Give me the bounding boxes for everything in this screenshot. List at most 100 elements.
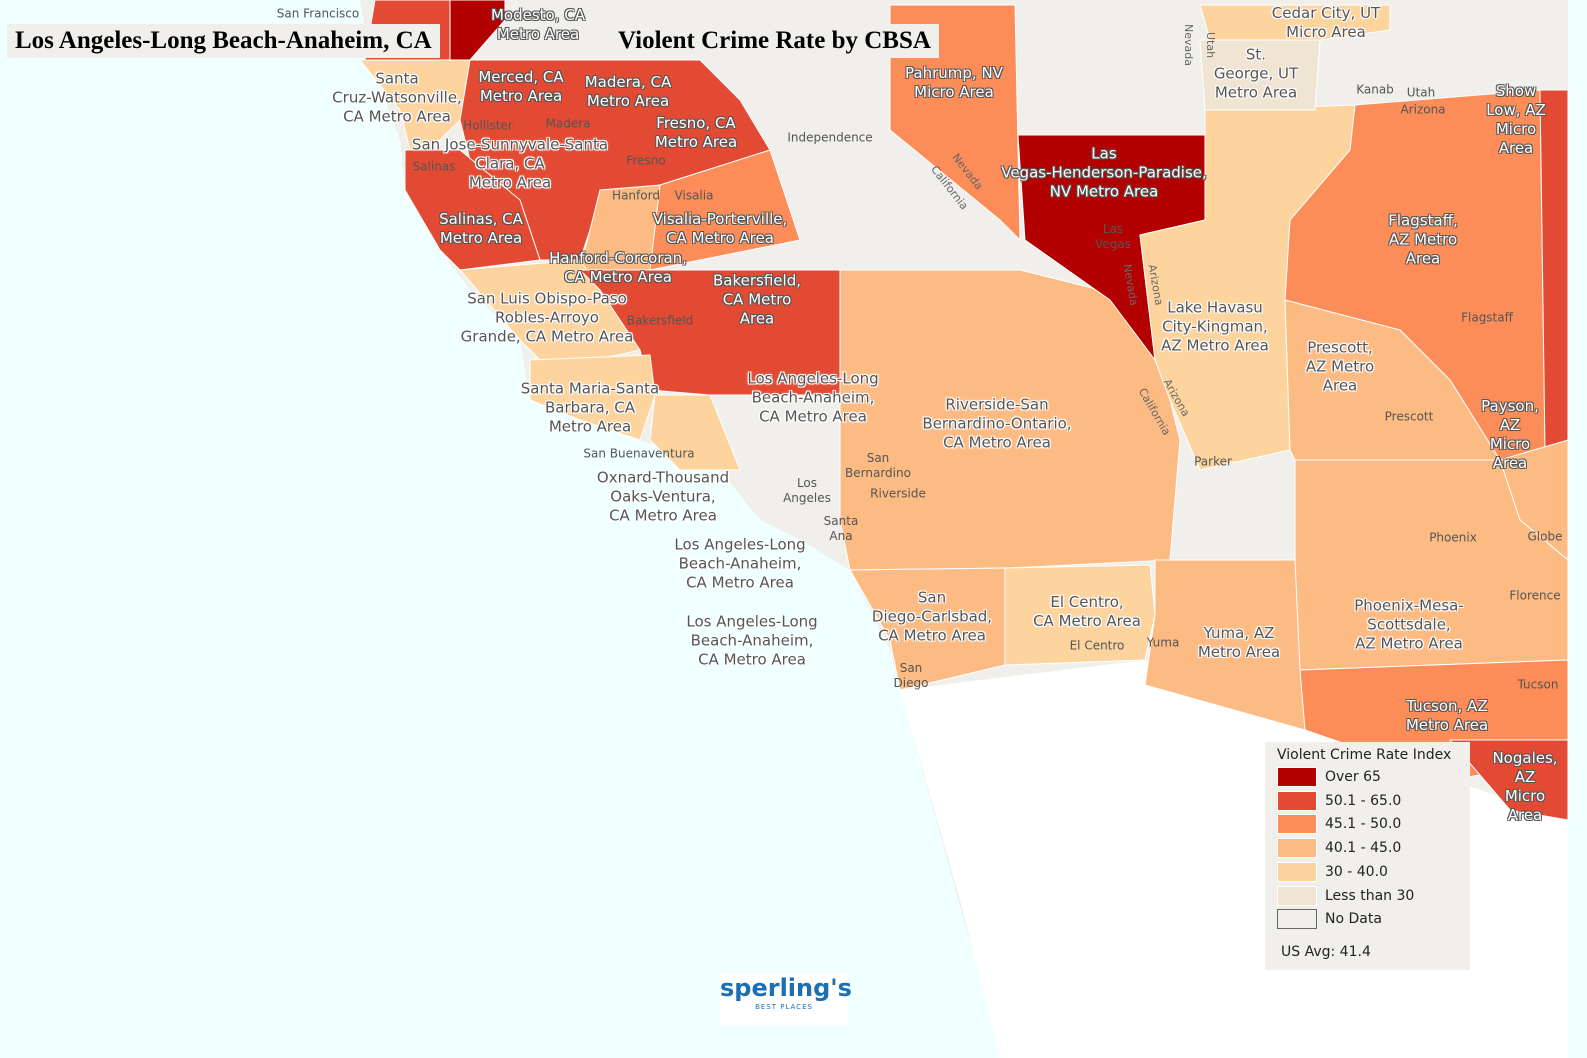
region-st-george[interactable] [1199,39,1321,111]
metro-label: St. George, UT Metro Area [1213,45,1299,102]
legend-item: 45.1 - 50.0 [1277,813,1401,835]
city-label: Florence [1509,588,1561,603]
city-label: San Francisco [276,6,360,21]
metro-label: Santa Cruz-Watsonville, CA Metro Area [332,69,462,126]
legend-swatch [1277,885,1317,906]
region-salinas[interactable] [404,149,541,271]
city-label: San Buenaventura [583,446,695,461]
logo-tagline: BEST PLACES [755,1003,813,1011]
metro-label: Riverside-San Bernardino-Ontario, CA Met… [922,395,1072,452]
legend-swatch [1277,814,1317,835]
city-label: El Centro [1069,638,1125,653]
metro-label: Santa Maria-Santa Barbara, CA Metro Area [520,379,660,436]
city-label: Arizona [1400,102,1446,117]
metro-label: Madera, CA Metro Area [584,73,672,110]
legend-item: 30 - 40.0 [1277,861,1388,883]
city-label: Independence [787,130,873,145]
city-label: Tucson [1517,677,1559,692]
legend-item: 50.1 - 65.0 [1277,790,1401,812]
legend-swatch [1277,861,1317,882]
region-san-diego[interactable] [849,567,1011,691]
legend-label: 50.1 - 65.0 [1325,792,1402,809]
metro-label: Cedar City, UT Micro Area [1271,4,1381,41]
city-label: Las Vegas [1095,222,1131,251]
city-label: Fresno [626,153,666,168]
region-ventura[interactable] [649,394,741,471]
metro-label: Tucson, AZ Metro Area [1405,697,1489,734]
legend-label: Less than 30 [1325,887,1415,904]
metro-label: Pahrump, NV Micro Area [905,64,1003,101]
legend-item: 40.1 - 45.0 [1277,837,1401,859]
legend-swatch [1277,790,1317,811]
metro-label: San Jose-Sunnyvale-Santa Clara, CA Metro… [411,135,609,192]
city-label: Madera [545,116,591,131]
state-boundary-label: Utah [1204,31,1217,59]
legend-label: 45.1 - 50.0 [1325,816,1402,833]
metro-label: Salinas, CA Metro Area [439,210,523,247]
region-nogales[interactable] [1448,739,1569,821]
metro-label: Prescott, AZ Metro Area [1305,338,1375,395]
metro-label: El Centro, CA Metro Area [1033,593,1141,630]
city-label: Utah [1406,85,1436,100]
region-el-centro[interactable] [1004,564,1156,666]
metro-label: Oxnard-Thousand Oaks-Ventura, CA Metro A… [596,468,730,525]
metro-label: Fresno, CA Metro Area [654,114,738,151]
us-average: US Avg: 41.4 [1281,944,1371,960]
region-phoenix[interactable] [1294,459,1569,671]
logo-name: sperling's [720,974,852,1002]
metro-label: Show Low, AZ Micro Area [1486,82,1546,157]
metro-label: Los Angeles-Long Beach-Anaheim, CA Metro… [747,369,879,426]
legend-title: Violent Crime Rate Index [1277,747,1452,763]
metro-label: Merced, CA Metro Area [478,68,564,105]
metro-label: Phoenix-Mesa-Scottsdale, AZ Metro Area [1354,596,1464,653]
city-label: Hanford [612,188,660,203]
legend-swatch [1277,767,1317,787]
metro-label: Modesto, CA Metro Area [490,6,586,43]
city-label: Kanab [1356,82,1394,97]
city-label: San Bernardino [845,451,911,480]
legend-swatch [1277,838,1317,859]
city-label: Hollister [463,118,513,133]
city-label: Bakersfield [626,313,694,328]
metro-label: Lake Havasu City-Kingman, AZ Metro Area [1161,298,1269,355]
legend: Violent Crime Rate Index Over 65 50.1 - 6… [1265,742,1470,970]
metro-label: Los Angeles-Long Beach-Anaheim, CA Metro… [674,535,806,592]
legend-swatch [1277,909,1317,930]
metro-label: San Luis Obispo-Paso Robles-Arroyo Grand… [460,289,634,346]
city-label: Flagstaff [1461,310,1513,325]
legend-label: 30 - 40.0 [1325,863,1388,880]
metro-label: Los Angeles-Long Beach-Anaheim, CA Metro… [686,612,818,669]
region-cedar-city[interactable] [1199,4,1391,41]
city-label: Riverside [870,486,926,501]
city-label: Parker [1194,454,1232,469]
city-label: Prescott [1384,409,1434,424]
metro-label: Flagstaff, AZ Metro Area [1388,211,1458,268]
metro-label: Yuma, AZ Metro Area [1197,624,1281,661]
region-santa-barbara[interactable] [529,354,656,441]
legend-label: Over 65 [1325,769,1381,785]
metro-label: Hanford-Corcoran, CA Metro Area [549,249,687,286]
legend-label: 40.1 - 45.0 [1325,840,1402,857]
legend-item: Over 65 [1277,766,1381,788]
city-label: Yuma [1146,635,1180,650]
sperlings-logo[interactable]: sperling's BEST PLACES [720,973,852,1025]
legend-label: No Data [1325,911,1382,928]
city-label: Los Angeles [783,476,831,505]
region-pahrump[interactable] [889,4,1021,242]
map-title: Violent Crime Rate by CBSA [610,24,939,58]
city-label: Santa Ana [823,514,859,543]
metro-label: San Diego-Carlsbad, CA Metro Area [871,588,993,645]
legend-item: Less than 30 [1277,885,1414,907]
region-yuma[interactable] [1144,559,1306,731]
city-label: San Diego [893,661,929,690]
state-boundary-label: Nevada [1182,24,1195,66]
legend-item: No Data [1277,908,1382,930]
area-title: Los Angeles-Long Beach-Anaheim, CA [7,24,440,58]
city-label: Phoenix [1429,530,1477,545]
metro-label: Payson, AZ Micro Area [1481,397,1539,472]
city-label: Globe [1527,529,1563,544]
metro-label: Las Vegas-Henderson-Paradise, NV Metro A… [1001,144,1207,201]
city-label: Visalia [674,188,714,203]
metro-label: Bakersfield, CA Metro Area [713,271,801,328]
